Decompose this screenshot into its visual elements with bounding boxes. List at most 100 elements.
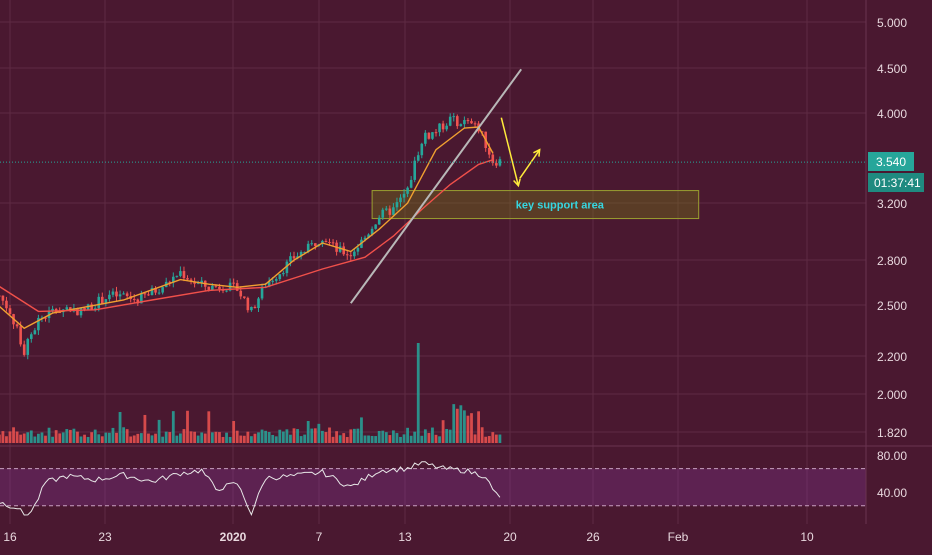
- candle: [253, 306, 257, 309]
- candle: [413, 160, 416, 180]
- price-tick: 3.200: [877, 197, 907, 211]
- volume-bar: [250, 436, 253, 443]
- volume-bars: [0, 343, 502, 443]
- volume-bar: [164, 431, 168, 443]
- volume-bar: [402, 434, 406, 443]
- volume-bar: [409, 435, 413, 443]
- volume-bar: [47, 427, 51, 443]
- volume-bar: [8, 431, 12, 443]
- volume-bar: [1, 431, 5, 443]
- candle: [232, 282, 235, 284]
- candle: [0, 295, 1, 297]
- volume-bar: [416, 343, 420, 443]
- volume-bar: [377, 430, 381, 443]
- candle: [463, 120, 466, 125]
- volume-bar: [441, 420, 445, 443]
- volume-bar: [221, 436, 225, 443]
- candle: [420, 143, 424, 156]
- candle: [498, 159, 502, 166]
- candle: [345, 254, 349, 256]
- candle: [328, 242, 331, 244]
- candle: [182, 271, 186, 279]
- candle: [250, 306, 253, 311]
- candle: [466, 120, 470, 122]
- volume-bar: [313, 428, 317, 443]
- volume-bar: [86, 436, 90, 443]
- price-tag-value: 3.540: [876, 155, 906, 169]
- volume-bar: [423, 429, 427, 443]
- price-axis[interactable]: 5.000 4.500 4.000 3.200 2.800 2.500 2.20…: [877, 16, 907, 440]
- volume-bar: [246, 431, 250, 443]
- moving-averages: [0, 126, 494, 330]
- countdown-value: 01:37:41: [874, 176, 921, 190]
- countdown-box: [868, 173, 924, 192]
- volume-bar: [58, 433, 62, 443]
- volume-bar: [171, 411, 175, 443]
- candle: [392, 207, 395, 215]
- candle: [342, 246, 345, 255]
- candle: [108, 294, 111, 300]
- volume-bar: [399, 436, 402, 443]
- ema-slow-line: [0, 159, 494, 313]
- volume-bar: [5, 436, 8, 443]
- candle: [44, 317, 47, 319]
- candle: [416, 155, 420, 161]
- volume-bar: [186, 410, 189, 443]
- candle: [196, 282, 200, 284]
- volume-bar: [147, 433, 150, 443]
- candle: [303, 251, 306, 253]
- volume-bar: [303, 434, 307, 443]
- volume-bar: [214, 431, 218, 443]
- candle: [459, 124, 463, 127]
- volume-bar: [210, 432, 214, 443]
- volume-bar: [484, 436, 488, 443]
- candle: [22, 344, 26, 355]
- volume-bar: [26, 432, 30, 443]
- volume-bar: [72, 428, 76, 443]
- volume-bar: [108, 432, 111, 443]
- candle: [175, 275, 179, 277]
- time-axis[interactable]: 16 23 2020 7 13 20 26 Feb 10: [3, 530, 814, 544]
- volume-bar: [150, 435, 154, 443]
- candle: [1, 295, 5, 301]
- volume-bar: [352, 428, 356, 443]
- volume-bar: [168, 432, 172, 443]
- candle: [385, 208, 388, 210]
- candle: [448, 116, 452, 126]
- volume-bar: [161, 436, 165, 443]
- candle: [179, 271, 182, 276]
- candle: [356, 247, 360, 252]
- candle: [306, 243, 310, 252]
- candle: [431, 132, 434, 139]
- volume-bar: [306, 420, 310, 443]
- volume-bar: [434, 434, 438, 443]
- volume-bar: [420, 435, 424, 443]
- candle: [367, 234, 370, 238]
- current-price-tag[interactable]: 3.540 01:37:41: [868, 152, 924, 192]
- volume-bar: [40, 432, 44, 443]
- candle: [260, 286, 264, 299]
- candle: [115, 291, 118, 297]
- volume-bar: [207, 411, 211, 443]
- candle: [97, 296, 101, 309]
- price-tick: 5.000: [877, 16, 907, 30]
- rsi-panel: [0, 468, 866, 507]
- volume-bar: [90, 432, 94, 443]
- price-tick: 4.500: [877, 62, 907, 76]
- rsi-axis[interactable]: 80.00 40.00: [877, 449, 907, 500]
- support-area-box[interactable]: [371, 190, 700, 220]
- candle: [402, 193, 406, 198]
- volume-bar: [182, 429, 186, 443]
- support-area-label: key support area: [516, 200, 605, 212]
- time-tick: 26: [586, 530, 600, 544]
- volume-bar: [253, 433, 257, 443]
- volume-bar: [324, 432, 328, 443]
- volume-bar: [19, 434, 23, 443]
- volume-bar: [111, 427, 115, 443]
- volume-bar: [154, 433, 157, 443]
- volume-bar: [494, 434, 498, 443]
- candle: [200, 280, 203, 283]
